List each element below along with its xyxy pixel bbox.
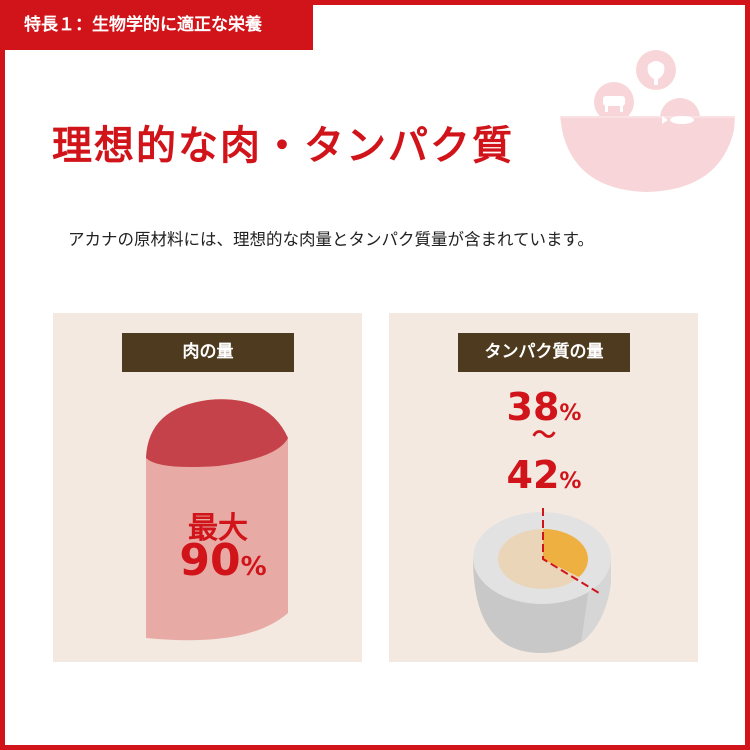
egg-icon: [473, 508, 611, 653]
meat-value: 90%: [148, 535, 298, 586]
fish-icon: [660, 98, 700, 138]
protein-panel: タンパク質の量 38% ～ 42%: [389, 313, 698, 662]
protein-min-unit: %: [559, 401, 582, 426]
protein-max: 42%: [469, 453, 619, 497]
protein-min: 38%: [469, 385, 619, 429]
bowl-illustration: [560, 50, 735, 192]
bowl-icon: [560, 116, 735, 192]
range-tilde: ～: [532, 421, 556, 449]
cow-icon: [594, 82, 634, 122]
meat-panel: 肉の量 最大 90%: [53, 313, 362, 662]
meat-percent: 90: [179, 535, 241, 586]
meat-unit: %: [240, 552, 267, 582]
protein-max-value: 42: [506, 453, 560, 497]
chicken-icon: [636, 50, 676, 90]
meat-icon: [146, 399, 288, 641]
protein-min-value: 38: [506, 385, 560, 429]
subtitle: アカナの原材料には、理想的な肉量とタンパク質量が含まれています。: [68, 230, 594, 249]
feature-tab: 特長１：生物学的に適正な栄養: [0, 0, 313, 50]
protein-label: タンパク質の量: [458, 333, 630, 372]
meat-label: 肉の量: [122, 333, 294, 372]
protein-max-unit: %: [559, 469, 582, 494]
meat-max-label: 最大: [188, 511, 248, 546]
page-title: 理想的な肉・タンパク質: [52, 123, 514, 169]
